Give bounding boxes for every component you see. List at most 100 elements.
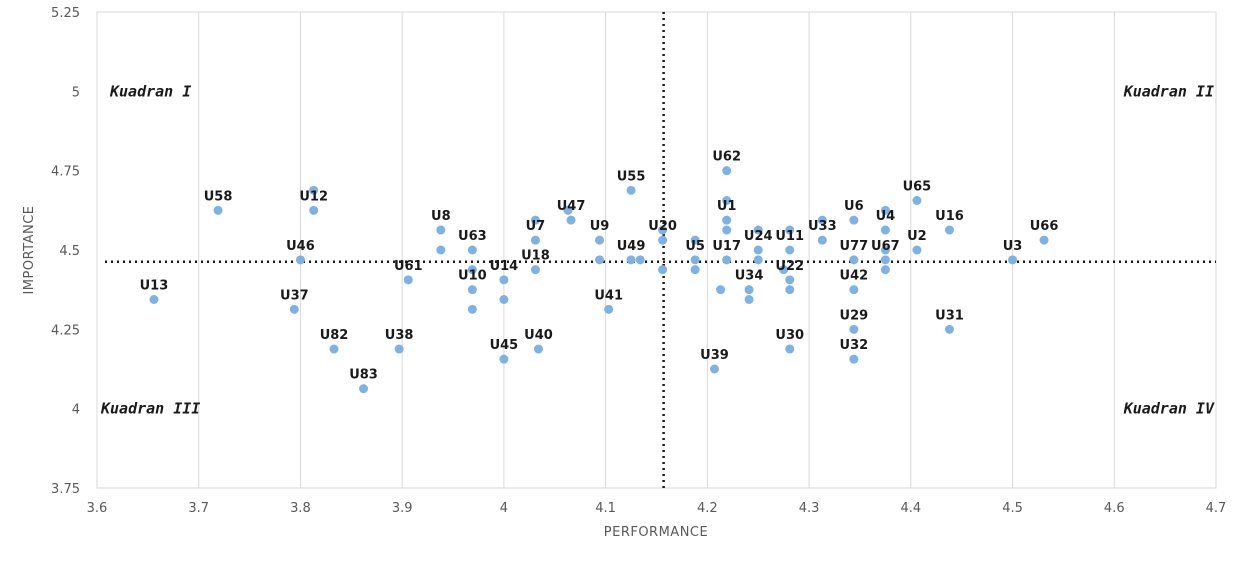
point-label: U10 (458, 269, 487, 284)
data-point (849, 285, 859, 295)
data-point (499, 295, 509, 305)
data-point (213, 205, 223, 215)
y-tick-label: 5.25 (51, 6, 80, 21)
y-tick-label: 4.5 (59, 244, 80, 259)
point-label: U62 (712, 150, 741, 165)
point-label: U29 (840, 308, 869, 323)
point-label: U67 (871, 239, 900, 254)
data-point (658, 265, 668, 275)
data-point (563, 205, 573, 215)
data-point (467, 245, 477, 255)
x-tick-label: 3.6 (87, 501, 108, 516)
data-point (467, 304, 477, 314)
y-tick-label: 3.75 (51, 482, 80, 497)
point-label: U4 (876, 209, 896, 224)
data-point (716, 285, 726, 295)
data-point (785, 285, 795, 295)
point-label: U42 (840, 269, 869, 284)
data-point (785, 225, 795, 235)
point-label: U41 (594, 288, 623, 303)
data-point (436, 225, 446, 235)
data-point (530, 215, 540, 225)
data-point (785, 275, 795, 285)
point-label: U20 (648, 219, 677, 234)
data-point (1008, 255, 1018, 265)
x-tick-label: 4.1 (595, 501, 616, 516)
point-label: U38 (385, 328, 414, 343)
data-point (912, 245, 922, 255)
data-point (785, 245, 795, 255)
data-point (744, 295, 754, 305)
point-label: U22 (775, 259, 804, 274)
x-tick-label: 4 (500, 501, 508, 516)
data-point (753, 255, 763, 265)
point-label: U18 (521, 249, 550, 264)
data-point (690, 265, 700, 275)
data-point (499, 275, 509, 285)
data-point (849, 255, 859, 265)
quadrant-label: Kuadran III (100, 400, 200, 418)
y-tick-label: 4.75 (51, 165, 80, 180)
data-point (436, 245, 446, 255)
data-point (658, 235, 668, 245)
data-point (626, 255, 636, 265)
data-point (849, 215, 859, 225)
data-point (690, 255, 700, 265)
data-point (880, 225, 890, 235)
point-label: U6 (844, 199, 864, 214)
point-label: U63 (458, 229, 487, 244)
data-point (295, 255, 305, 265)
data-point (394, 344, 404, 354)
data-point (722, 215, 732, 225)
point-label: U49 (617, 239, 646, 254)
point-label: U13 (140, 279, 169, 294)
data-point (595, 255, 605, 265)
data-point (566, 215, 576, 225)
point-label: U1 (717, 199, 737, 214)
point-label: U34 (735, 269, 764, 284)
x-tick-label: 3.7 (188, 501, 209, 516)
data-point (530, 235, 540, 245)
point-label: U39 (700, 348, 729, 363)
point-label: U12 (299, 189, 328, 204)
data-point (849, 354, 859, 364)
grid-lines (96, 12, 1217, 488)
point-label: U16 (935, 209, 964, 224)
point-label: U65 (903, 179, 932, 194)
data-point (530, 265, 540, 275)
data-point (722, 255, 732, 265)
point-label: U61 (394, 259, 423, 274)
x-tick-label: 4.2 (697, 501, 718, 516)
data-point (785, 344, 795, 354)
point-label: U14 (490, 259, 519, 274)
data-point (499, 354, 509, 364)
data-point (467, 285, 477, 295)
data-point (817, 215, 827, 225)
data-point (753, 245, 763, 255)
point-label: U83 (349, 368, 378, 383)
data-point (722, 166, 732, 176)
point-label: U77 (840, 239, 869, 254)
quadrant-label: Kuadran II (1123, 82, 1214, 100)
point-label: U5 (685, 239, 705, 254)
x-tick-label: 4.4 (900, 501, 921, 516)
point-label: U55 (617, 169, 646, 184)
point-label: U8 (431, 209, 451, 224)
data-point (744, 285, 754, 295)
data-point (309, 185, 319, 195)
point-label: U9 (590, 219, 610, 234)
point-label: U58 (204, 189, 233, 204)
data-point (595, 235, 605, 245)
data-point (1039, 235, 1049, 245)
data-point (880, 265, 890, 275)
data-point (880, 205, 890, 215)
data-point (722, 195, 732, 205)
x-tick-label: 4.3 (799, 501, 820, 516)
data-point (359, 384, 369, 394)
x-axis-title: PERFORMANCE (604, 525, 708, 540)
data-point (944, 324, 954, 334)
y-tick-label: 4 (72, 403, 80, 418)
data-point (690, 235, 700, 245)
point-label: U30 (775, 328, 804, 343)
